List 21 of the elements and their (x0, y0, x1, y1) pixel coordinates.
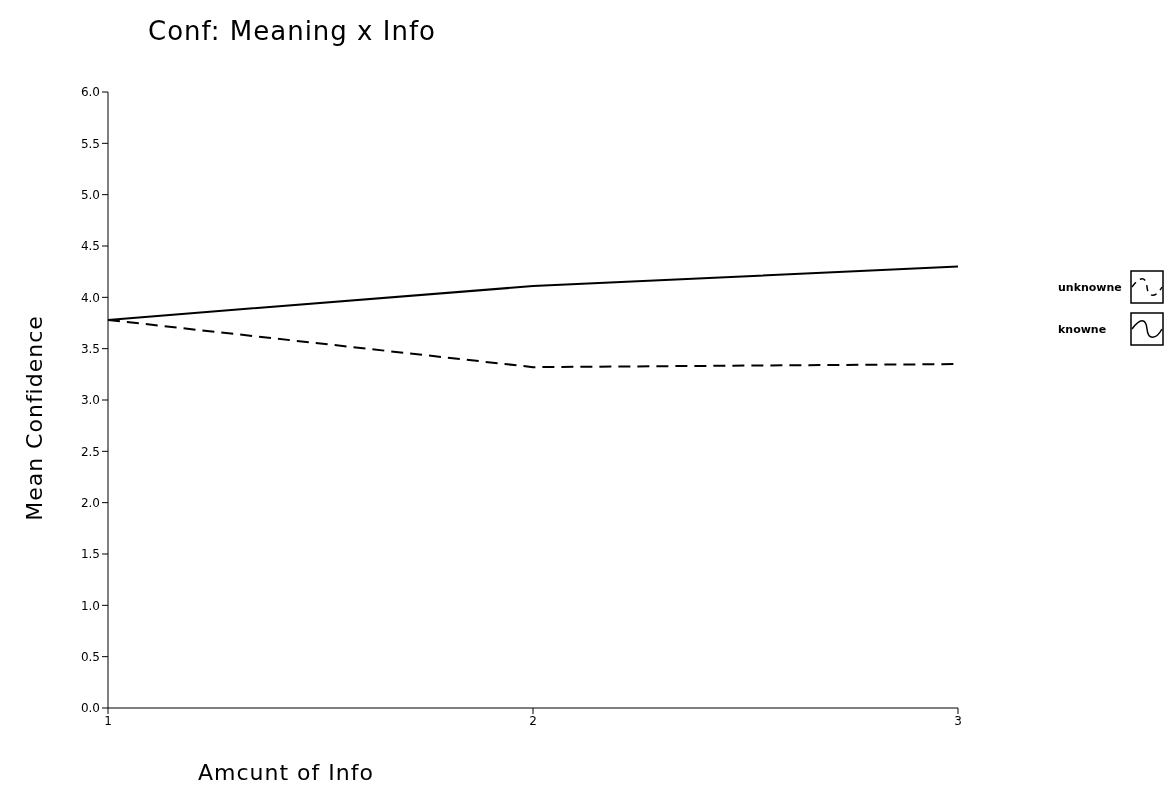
x-axis-title: Amcunt of Info (198, 760, 374, 785)
y-tick-label: 3.5 (80, 341, 100, 356)
x-tick-label: 1 (104, 713, 112, 728)
legend-label: knowne (1058, 322, 1108, 336)
chart-title: Conf: Meaning x Info (148, 16, 436, 46)
y-tick-label: 6.0 (80, 85, 100, 100)
y-tick-label: 1.0 (80, 598, 100, 613)
x-tick-label: 3 (954, 713, 962, 728)
y-tick-label: 5.5 (80, 136, 100, 151)
x-tick-label: 2 (529, 713, 537, 728)
y-tick-label: 0.5 (80, 649, 100, 664)
y-tick-label: 0.0 (80, 701, 100, 716)
y-tick-label: 4.0 (80, 290, 100, 305)
y-tick-label: 2.0 (80, 495, 100, 510)
y-tick-label: 4.5 (80, 239, 100, 254)
y-tick-label: 1.5 (80, 547, 100, 562)
legend-label: unknowne (1058, 280, 1123, 294)
y-tick-label: 5.0 (80, 187, 100, 202)
y-axis-title: Mean Confidence (21, 315, 47, 521)
y-tick-label: 3.0 (80, 393, 100, 408)
y-tick-label: 2.5 (80, 444, 100, 459)
